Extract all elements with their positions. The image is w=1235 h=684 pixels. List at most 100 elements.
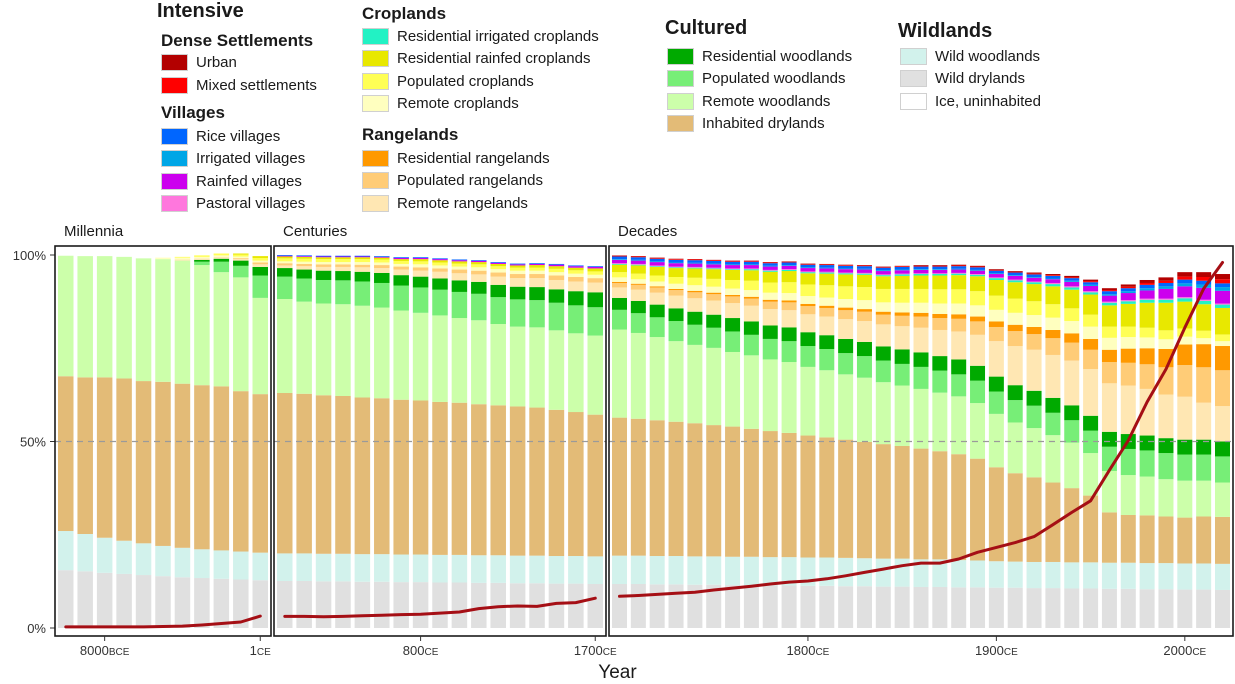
bar-segment-remote-rangelands bbox=[432, 271, 448, 279]
bar-segment-populated-rangelands bbox=[1083, 349, 1099, 370]
bar-segment-populated-croplands bbox=[296, 258, 312, 262]
bar-segment-mixed-settlements bbox=[668, 259, 684, 260]
bar-segment-residential-woodlands bbox=[687, 311, 703, 325]
panel-title-centuries: Centuries bbox=[283, 223, 347, 240]
bar-segment-residential-irrigated-croplands bbox=[1101, 302, 1117, 306]
bar-segment-remote-rangelands bbox=[1120, 385, 1136, 435]
bar-segment-remote-woodlands bbox=[58, 255, 74, 377]
bar-stack bbox=[838, 264, 854, 628]
bar-segment-populated-rangelands bbox=[277, 263, 293, 266]
bar-segment-mixed-settlements bbox=[856, 265, 872, 267]
legend-item-label: Remote woodlands bbox=[702, 92, 831, 110]
bar-segment-rice-villages bbox=[529, 263, 545, 264]
bar-segment-wild-drylands bbox=[649, 584, 665, 628]
x-tick-label: 1900CE bbox=[975, 643, 1018, 658]
bar-segment-populated-rangelands bbox=[856, 311, 872, 322]
bar-segment-remote-woodlands bbox=[529, 327, 545, 408]
bar-segment-remote-woodlands bbox=[1045, 435, 1061, 483]
bar-segment-remote-rangelands bbox=[819, 316, 835, 336]
bar-segment-residential-woodlands bbox=[649, 304, 665, 318]
bar-segment-urban bbox=[1083, 279, 1099, 282]
bar-segment-remote-woodlands bbox=[116, 256, 132, 379]
bar-segment-remote-croplands bbox=[315, 262, 332, 265]
bar-segment-remote-woodlands bbox=[894, 385, 910, 446]
bar-segment-rice-villages bbox=[781, 262, 797, 266]
bar-segment-populated-croplands bbox=[432, 262, 448, 266]
bar-segment-remote-rangelands bbox=[1083, 369, 1099, 416]
bar-segment-remote-croplands bbox=[451, 266, 468, 270]
bar-segment-wild-drylands bbox=[988, 587, 1004, 628]
bar-segment-residential-rainfed-croplands bbox=[1196, 304, 1212, 331]
bar-segment-mixed-settlements bbox=[970, 266, 986, 268]
bar-segment-remote-woodlands bbox=[393, 310, 409, 400]
bar-segment-populated-croplands bbox=[1064, 308, 1080, 322]
bar-stack bbox=[548, 263, 565, 628]
bar-stack bbox=[1007, 271, 1023, 628]
bar-segment-populated-croplands bbox=[354, 259, 371, 263]
bar-segment-irrigated-villages bbox=[1215, 287, 1230, 291]
bar-segment-remote-rangelands bbox=[894, 326, 910, 350]
bar-segment-remote-rangelands bbox=[1064, 360, 1080, 406]
bar-segment-residential-rangelands bbox=[743, 296, 759, 299]
bar-segment-wild-drylands bbox=[568, 583, 584, 628]
bar-segment-residential-rangelands bbox=[1045, 329, 1061, 339]
bar-stack bbox=[951, 264, 967, 628]
bar-segment-remote-rangelands bbox=[194, 258, 210, 260]
bar-segment-residential-woodlands bbox=[781, 327, 797, 342]
bar-stack bbox=[194, 255, 210, 628]
bar-segment-wild-woodlands bbox=[1177, 563, 1193, 590]
bar-segment-residential-irrigated-croplands bbox=[988, 278, 1004, 280]
bar-segment-rice-villages bbox=[668, 259, 684, 263]
bar-segment-populated-croplands bbox=[743, 280, 759, 291]
bar-segment-rice-villages bbox=[1139, 284, 1155, 289]
bar-segment-remote-croplands bbox=[781, 293, 797, 301]
bar-segment-residential-rangelands bbox=[781, 300, 797, 303]
bar-segment-rainfed-villages bbox=[612, 259, 627, 264]
bar-segment-residential-rainfed-croplands bbox=[568, 267, 584, 271]
bar-segment-remote-woodlands bbox=[451, 318, 468, 403]
bar-segment-residential-rangelands bbox=[1007, 324, 1023, 332]
bar-segment-remote-rangelands bbox=[1101, 383, 1117, 432]
bar-segment-rice-villages bbox=[471, 260, 487, 261]
bar-segment-populated-rangelands bbox=[725, 296, 741, 304]
bar-segment-wild-drylands bbox=[548, 583, 565, 628]
bar-segment-remote-croplands bbox=[649, 281, 665, 287]
bar-stack bbox=[1026, 272, 1042, 628]
bar-segment-remote-woodlands bbox=[1064, 442, 1080, 489]
bar-segment-populated-croplands bbox=[762, 282, 778, 293]
bar-segment-residential-rainfed-croplands bbox=[296, 256, 312, 259]
bar-segment-residential-irrigated-croplands bbox=[913, 274, 929, 276]
bar-segment-inhabited-drylands bbox=[1007, 473, 1023, 562]
bar-segment-pastoral-villages bbox=[970, 274, 986, 275]
bar-segment-mixed-settlements bbox=[800, 263, 816, 265]
bar-segment-wild-woodlands bbox=[490, 555, 506, 583]
bar-segment-irrigated-villages bbox=[725, 264, 741, 266]
bar-segment-rainfed-villages bbox=[393, 257, 409, 260]
bar-segment-remote-woodlands bbox=[135, 258, 152, 382]
bar-segment-wild-drylands bbox=[706, 584, 722, 628]
bar-segment-residential-woodlands bbox=[471, 281, 487, 294]
bar-segment-remote-rangelands bbox=[252, 264, 268, 267]
bar-segment-remote-croplands bbox=[277, 261, 293, 264]
bar-segment-populated-woodlands bbox=[1120, 448, 1136, 476]
bar-segment-pastoral-villages bbox=[988, 277, 1004, 279]
bar-segment-remote-croplands bbox=[548, 272, 565, 276]
legend-item-populated-croplands: Populated croplands bbox=[362, 71, 534, 91]
bar-segment-populated-woodlands bbox=[1101, 446, 1117, 471]
bar-segment-pastoral-villages bbox=[856, 272, 872, 274]
bar-segment-remote-rangelands bbox=[471, 274, 487, 282]
bar-segment-remote-rangelands bbox=[988, 341, 1004, 377]
bar-segment-populated-woodlands bbox=[743, 334, 759, 356]
bar-segment-rainfed-villages bbox=[1215, 290, 1230, 304]
bar-segment-populated-rangelands bbox=[374, 265, 390, 269]
bar-segment-pastoral-villages bbox=[913, 273, 929, 275]
bar-segment-mixed-settlements bbox=[1177, 276, 1193, 280]
bar-segment-mixed-settlements bbox=[1215, 279, 1230, 284]
bar-segment-rainfed-villages bbox=[315, 256, 332, 258]
bar-segment-wild-drylands bbox=[135, 575, 152, 628]
bar-segment-populated-rangelands bbox=[529, 274, 545, 279]
bar-segment-remote-croplands bbox=[1215, 341, 1230, 347]
bar-segment-wild-woodlands bbox=[374, 554, 390, 582]
bar-segment-remote-rangelands bbox=[374, 268, 390, 273]
bar-segment-urban bbox=[1196, 272, 1212, 278]
